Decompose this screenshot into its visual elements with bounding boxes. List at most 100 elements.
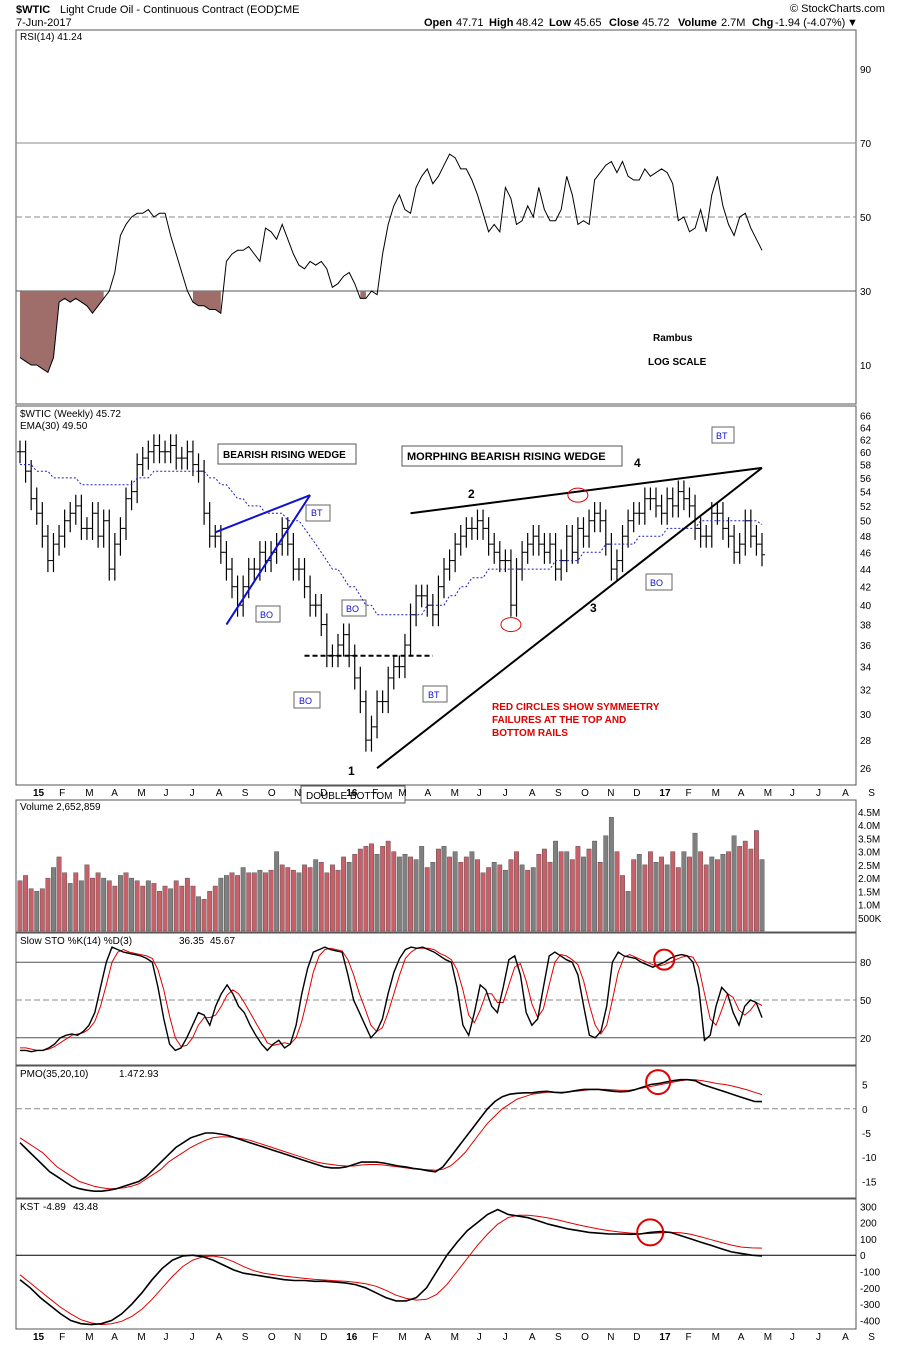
x-axis-label-bottom: A (216, 1332, 223, 1343)
x-axis-label-bottom: J (164, 1332, 169, 1343)
volume-bar (151, 883, 157, 932)
volume-bar (592, 840, 598, 932)
price-legend: $WTIC (Weekly) 45.72 (20, 409, 121, 420)
x-axis-label-bottom: N (607, 1332, 614, 1343)
volume-legend: Volume 2,652,859 (20, 802, 101, 813)
kst-tick-label: 100 (860, 1235, 877, 1246)
volume-bar (307, 867, 313, 932)
volume-bar (251, 872, 257, 932)
kst-line (19, 1208, 763, 1326)
red-circles-note-3: BOTTOM RAILS (492, 728, 568, 739)
volume-bar (625, 891, 631, 932)
price-tick-label: 56 (860, 474, 872, 485)
volume-bar (620, 875, 625, 932)
slowsto-d-line (20, 947, 763, 1051)
volume-bar (648, 851, 653, 932)
kst-tick-label: -300 (860, 1300, 880, 1311)
rsi-tick-label: 10 (860, 361, 872, 372)
x-axis-label-top: S (242, 788, 249, 799)
slowsto-d-value: 45.67 (210, 936, 235, 947)
pmo-tick-label: 5 (862, 1081, 868, 1092)
volume-bar (424, 867, 430, 932)
price-tick-label: 36 (860, 641, 872, 652)
price-tick-label: 52 (860, 502, 872, 513)
x-axis-label-top: J (164, 788, 169, 799)
kst-tick-label: -400 (860, 1316, 880, 1327)
x-axis-label-bottom: A (425, 1332, 432, 1343)
x-axis-label-top: A (216, 788, 223, 799)
kst-failure-circle (636, 1218, 665, 1247)
volume-bar (514, 851, 519, 932)
pmo-line (19, 1078, 763, 1192)
pmo-tick-label: -10 (862, 1153, 877, 1164)
bo-callout-2 (341, 599, 367, 617)
volume-bar (145, 880, 151, 932)
volume-bar (134, 880, 140, 932)
x-axis-label-bottom: J (790, 1332, 795, 1343)
volume-bar (240, 867, 246, 932)
volume-tick-label: 1.0M (858, 901, 880, 912)
price-tick-label: 30 (860, 710, 872, 721)
x-axis-label-bottom: J (190, 1332, 195, 1343)
volume-bar (39, 888, 45, 932)
wedge-support-line (376, 467, 763, 769)
ema-line (20, 464, 763, 616)
pivot-3-label: 3 (590, 601, 597, 615)
volume-bar (486, 867, 492, 932)
x-axis-label-top: A (529, 788, 536, 799)
kst-tick-label: 300 (860, 1202, 877, 1213)
volume-bar (564, 851, 570, 932)
bo-callout-4-text: BO (650, 578, 663, 588)
volume-bar (318, 862, 324, 932)
price-tick-label: 38 (860, 621, 872, 632)
volume-bar (447, 856, 452, 932)
x-axis-label-bottom: N (294, 1332, 301, 1343)
price-tick-label: 62 (860, 435, 872, 446)
exchange: CME (275, 4, 299, 16)
kst-value: -4.89 (43, 1202, 66, 1213)
volume-bar (335, 869, 341, 932)
volume-bar (703, 864, 709, 932)
volume-bar (385, 840, 391, 932)
volume-bar (441, 846, 447, 932)
volume-bar (157, 891, 162, 932)
pmo-panel (15, 1065, 857, 1199)
volume-bar (530, 867, 536, 932)
volume-bar (726, 851, 731, 932)
volume-bar (67, 883, 73, 932)
chg-down-icon: ▼ (847, 17, 858, 29)
x-axis-label-top: J (503, 788, 508, 799)
volume-bar (469, 851, 475, 932)
volume-bar (45, 877, 51, 932)
rsi-oversold-fill (20, 291, 104, 373)
x-axis-label-bottom: M (398, 1332, 406, 1343)
price-tick-label: 48 (860, 532, 872, 543)
volume-bar (330, 864, 335, 932)
x-axis-label-top: A (425, 788, 432, 799)
x-axis-label-top: 17 (659, 788, 671, 799)
volume-bar (90, 877, 95, 932)
volume-bar (190, 885, 196, 932)
sto-failure-circle (653, 948, 676, 971)
pivot-4-label: 4 (634, 456, 641, 470)
volume-bar (408, 856, 413, 932)
volume-bar (229, 872, 235, 932)
bt-callout-1-text: BT (311, 508, 323, 518)
x-axis-label-bottom: A (738, 1332, 745, 1343)
kst-tick-label: -100 (860, 1268, 880, 1279)
price-tick-label: 40 (860, 601, 872, 612)
volume-bar (207, 891, 213, 932)
bt-callout-3-text: BT (716, 431, 728, 441)
x-axis-label-top: M (85, 788, 93, 799)
volume-bar (95, 872, 101, 932)
x-axis-label-bottom: A (842, 1332, 849, 1343)
price-tick-label: 58 (860, 461, 872, 472)
kst-legend: KST (20, 1202, 39, 1213)
x-axis-label-bottom: M (85, 1332, 93, 1343)
x-axis-label-bottom: A (529, 1332, 536, 1343)
close-label: Close (609, 17, 639, 29)
x-axis-label-top: M (398, 788, 406, 799)
price-tick-label: 28 (860, 736, 872, 747)
price-tick-label: 46 (860, 548, 872, 559)
